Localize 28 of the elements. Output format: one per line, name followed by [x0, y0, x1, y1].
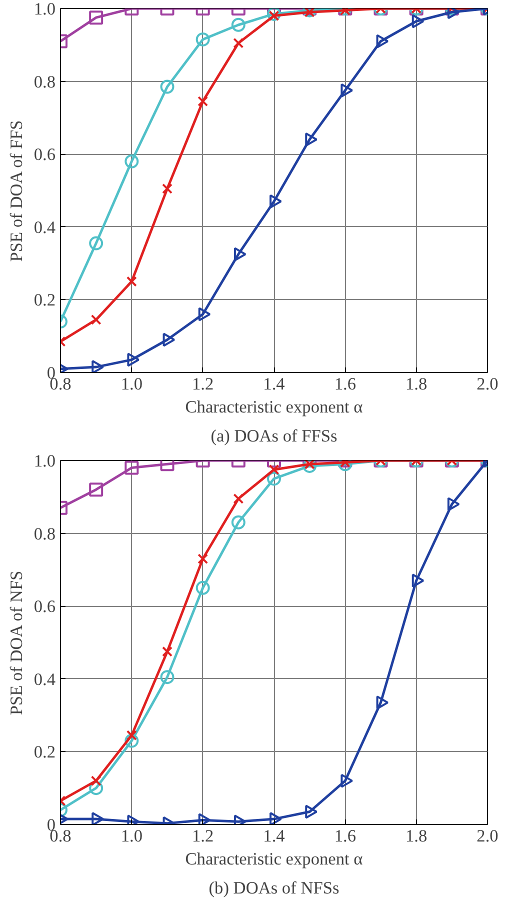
x-tick-label: 1.4 — [263, 826, 286, 846]
y-tick-label: 0.2 — [34, 742, 56, 762]
x-tick-label: 1.6 — [334, 374, 356, 394]
x-tick-label: 2.0 — [476, 374, 498, 394]
x-axis-title: Characteristic exponent α — [185, 850, 363, 868]
x-tick-label: 1.0 — [120, 374, 143, 394]
x-tick-label: 1.0 — [120, 826, 143, 846]
y-tick-label: 0.8 — [34, 72, 56, 92]
x-tick-label: 1.2 — [192, 374, 214, 394]
x-tick-label: 2.0 — [476, 826, 498, 846]
y-tick-label: 0.8 — [34, 524, 56, 544]
y-axis-title: PSE of DOA of NFS — [6, 570, 26, 716]
x-tick-label: 1.8 — [406, 826, 428, 846]
x-tick-label: 1.8 — [406, 374, 428, 394]
y-tick-label: 0.6 — [34, 145, 56, 164]
text: (a) DOAs of FFSs — [210, 426, 338, 446]
y-axis-title: PSE of DOA of FFS — [6, 120, 26, 262]
y-tick-label: 0.6 — [34, 597, 56, 616]
y-tick-label: 1.0 — [34, 0, 56, 18]
y-tick-label: 0.4 — [34, 670, 56, 689]
x-tick-label: 1.6 — [334, 826, 356, 846]
x-axis-title: Characteristic exponent α — [185, 398, 363, 416]
x-tick-label: 1.4 — [263, 374, 286, 394]
x-tick-label: 1.2 — [192, 826, 214, 846]
y-tick-label: 0.4 — [34, 218, 56, 237]
y-tick-label: 1.0 — [34, 452, 56, 470]
text: (b) DOAs of NFSs — [208, 878, 340, 898]
y-tick-label: 0.2 — [34, 290, 56, 310]
